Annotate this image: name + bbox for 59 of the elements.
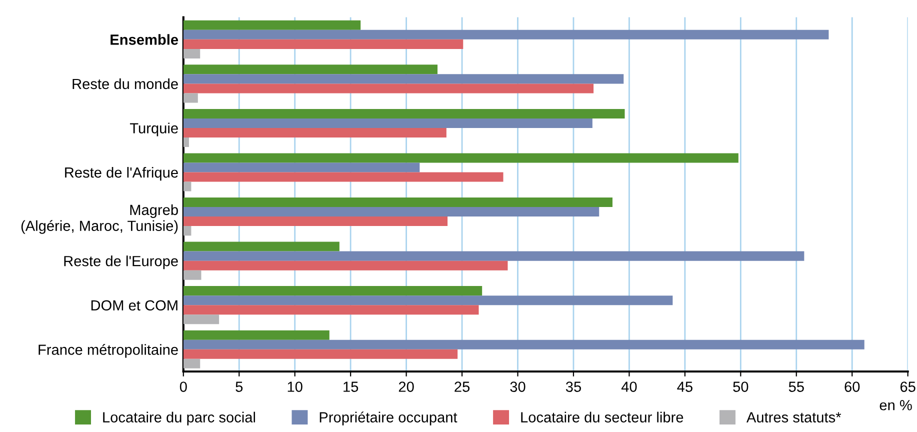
bar [183, 108, 625, 118]
x-tick-label: 40 [621, 382, 637, 392]
x-tick-label: 45 [677, 382, 692, 392]
bar [183, 20, 361, 30]
x-tick-label: 10 [288, 382, 302, 392]
y-tick-label: Magreb (Algérie, Maroc, Tunisie) [21, 204, 178, 234]
bar [183, 128, 446, 138]
x-tick-label: 5 [236, 382, 243, 392]
legend-label: Propriétaire occupant [320, 412, 458, 426]
legend-label: Autres statuts* [746, 412, 842, 422]
bar [183, 74, 624, 84]
y-tick-label: Reste de l'Afrique [65, 166, 178, 181]
bar [183, 286, 482, 296]
bar [183, 251, 804, 261]
y-tick-label: Ensemble [110, 34, 178, 45]
x-tick-label: 30 [510, 382, 526, 392]
bar [183, 349, 458, 359]
bar [183, 138, 189, 148]
bar [183, 39, 464, 49]
bar [183, 153, 738, 163]
bar [183, 270, 202, 280]
x-tick-label: 15 [344, 382, 358, 392]
bar [183, 296, 673, 306]
x-tick-label: 0 [180, 382, 187, 392]
bar [183, 242, 340, 252]
x-tick-label: 25 [454, 382, 470, 392]
bar [183, 48, 200, 58]
bar [183, 314, 220, 324]
bar [183, 226, 192, 236]
bar [183, 330, 330, 340]
bar [183, 172, 504, 182]
x-tick-label: 55 [788, 382, 804, 392]
bar [183, 182, 192, 192]
bar [183, 207, 600, 217]
y-tick-label: DOM et COM [91, 300, 178, 311]
bar [183, 216, 448, 226]
legend-label: Locataire du secteur libre [521, 412, 684, 422]
bar [183, 30, 829, 40]
bar [183, 162, 420, 172]
x-tick-label: 20 [398, 382, 414, 392]
bar [183, 64, 438, 74]
x-axis-title: en % [880, 400, 912, 410]
bar [183, 358, 200, 368]
x-tick-label: 60 [844, 382, 860, 392]
legend-label: Locataire du parc social [103, 412, 256, 426]
x-tick-label: 65 [900, 382, 916, 392]
y-tick-label: Turquie [130, 122, 178, 136]
bar [183, 93, 198, 103]
y-tick-label: Reste de l'Europe [64, 256, 178, 270]
y-tick-label: France métropolitaine [38, 344, 178, 358]
bar [183, 198, 612, 208]
y-tick-label: Reste du monde [72, 78, 178, 90]
x-tick-label: 50 [733, 382, 748, 392]
bar [183, 305, 479, 315]
bar [183, 84, 594, 94]
bar [183, 260, 508, 270]
bar [183, 340, 864, 350]
bar [183, 118, 592, 128]
x-tick-label: 35 [566, 382, 581, 392]
